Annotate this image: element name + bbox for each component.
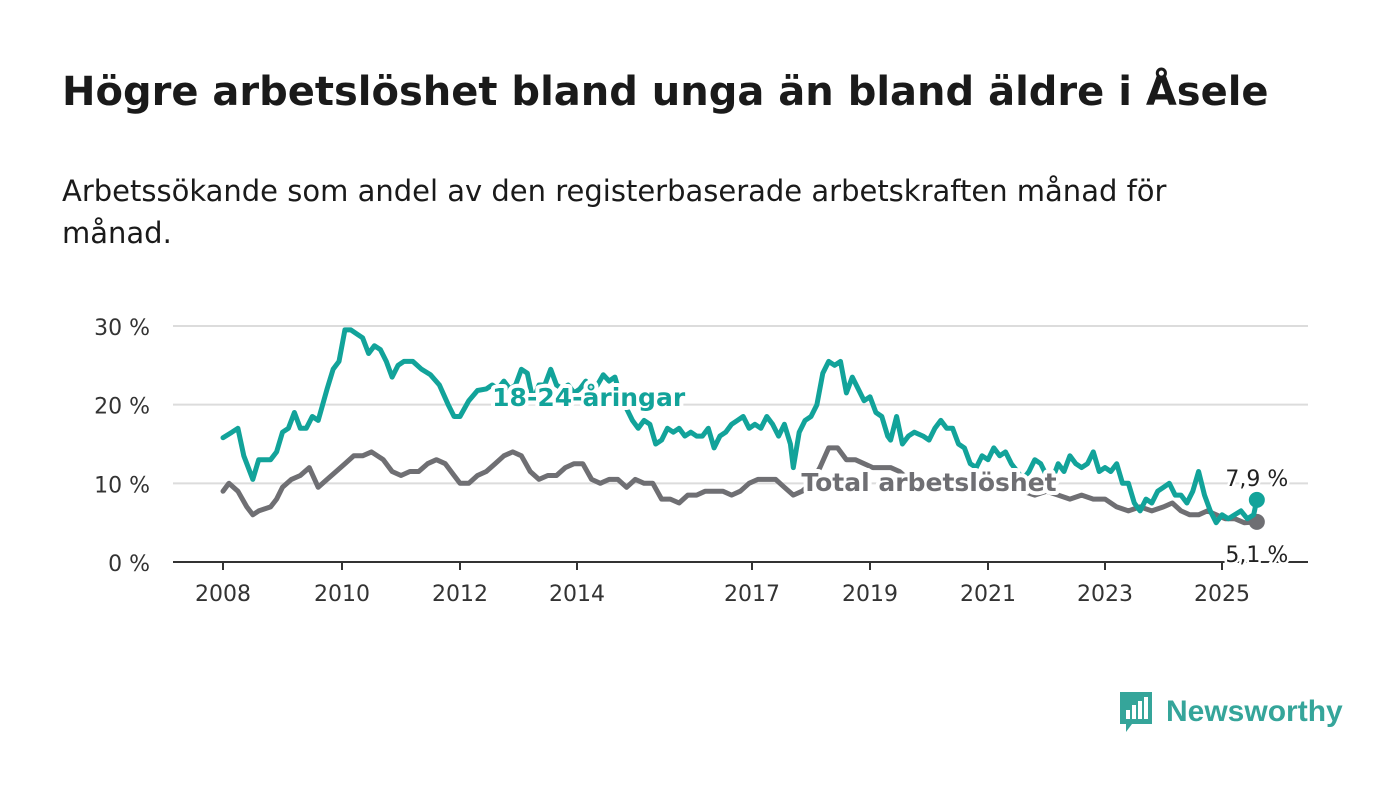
axes: 0 % 10 % 20 % 30 % 2008 2010 2012 2014 2017 2019 2… [94,316,1308,607]
end-value-label: 7,9 % [1225,467,1288,492]
y-tick-label: 0 % [108,552,150,577]
y-tick-label: 20 % [94,395,150,420]
chart-subtitle: Arbetssökande som andel av den registerb… [62,174,1167,250]
series-lines [220,327,1265,530]
x-tick-label: 2021 [960,582,1016,607]
y-tick-label: 30 % [94,316,150,341]
series-label: Total arbetslöshet [801,468,1056,497]
x-tick-label: 2019 [842,582,898,607]
x-tick-label: 2010 [314,582,370,607]
y-tick-label: 10 % [94,473,150,498]
series-end-point [1248,491,1265,508]
x-tick-label: 2012 [432,582,488,607]
series-line [220,327,1260,526]
chart-title: Högre arbetslöshet bland unga än bland ä… [62,69,1269,115]
brand-logo[interactable]: Newsworthy [1118,690,1343,734]
x-tick-label: 2017 [724,582,780,607]
gridlines [173,325,1308,485]
brand-name: Newsworthy [1166,695,1343,728]
end-value-label: 5,1 % [1225,543,1288,568]
labels: 7,9 % 5,1 % 18-24-åringar Total arbetslöshe… [488,379,1291,570]
x-tick-label: 2008 [195,582,251,607]
x-tick-label: 2014 [549,582,605,607]
newsworthy-logo-icon [1120,692,1152,732]
series-line [220,445,1260,526]
x-tick-label: 2025 [1194,582,1250,607]
series-label: 18-24-åringar [492,383,686,412]
x-tick-label: 2023 [1077,582,1133,607]
